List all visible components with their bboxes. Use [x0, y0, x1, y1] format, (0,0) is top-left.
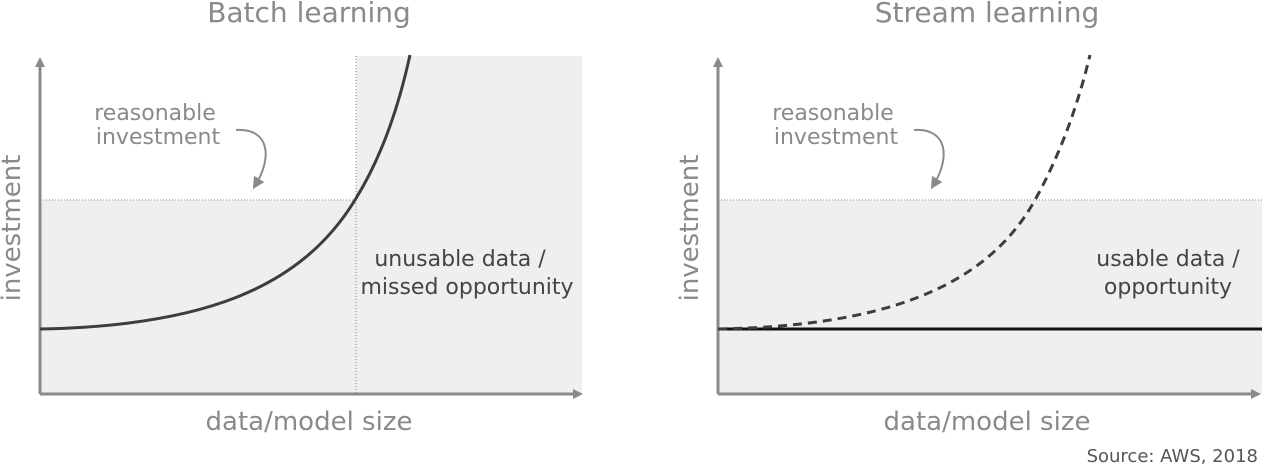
stream-region-label-line1: usable data /	[1096, 247, 1240, 272]
stream-annotation-line2: investment	[774, 125, 899, 150]
batch-region-label-line2: missed opportunity	[360, 275, 573, 300]
batch-cost-curve	[39, 54, 412, 331]
batch-annotation-arrow	[235, 128, 267, 190]
batch-title: Batch learning	[207, 0, 411, 29]
stream-annotation-line1: reasonable	[772, 101, 894, 126]
stream-region-label-line2: opportunity	[1104, 275, 1232, 300]
batch-annotation-line2: investment	[96, 125, 221, 150]
batch-y-label: investment	[0, 155, 27, 302]
batch-panel: Batch learning reasonable investment unu…	[0, 0, 583, 437]
batch-x-label: data/model size	[206, 407, 413, 437]
stream-x-label: data/model size	[884, 407, 1091, 437]
source-credit: Source: AWS, 2018	[1087, 446, 1258, 466]
batch-reasonable-region	[40, 200, 356, 394]
stream-batch-curve	[717, 54, 1092, 331]
stream-title: Stream learning	[875, 0, 1099, 29]
stream-y-label: investment	[675, 155, 705, 302]
stream-usable-region	[718, 200, 1262, 394]
batch-annotation-line1: reasonable	[94, 101, 216, 126]
stream-panel: Stream learning reasonable investment us…	[675, 0, 1262, 437]
stream-annotation-arrow	[913, 128, 945, 190]
batch-unusable-region	[356, 56, 582, 394]
batch-region-label-line1: unusable data /	[374, 247, 546, 272]
